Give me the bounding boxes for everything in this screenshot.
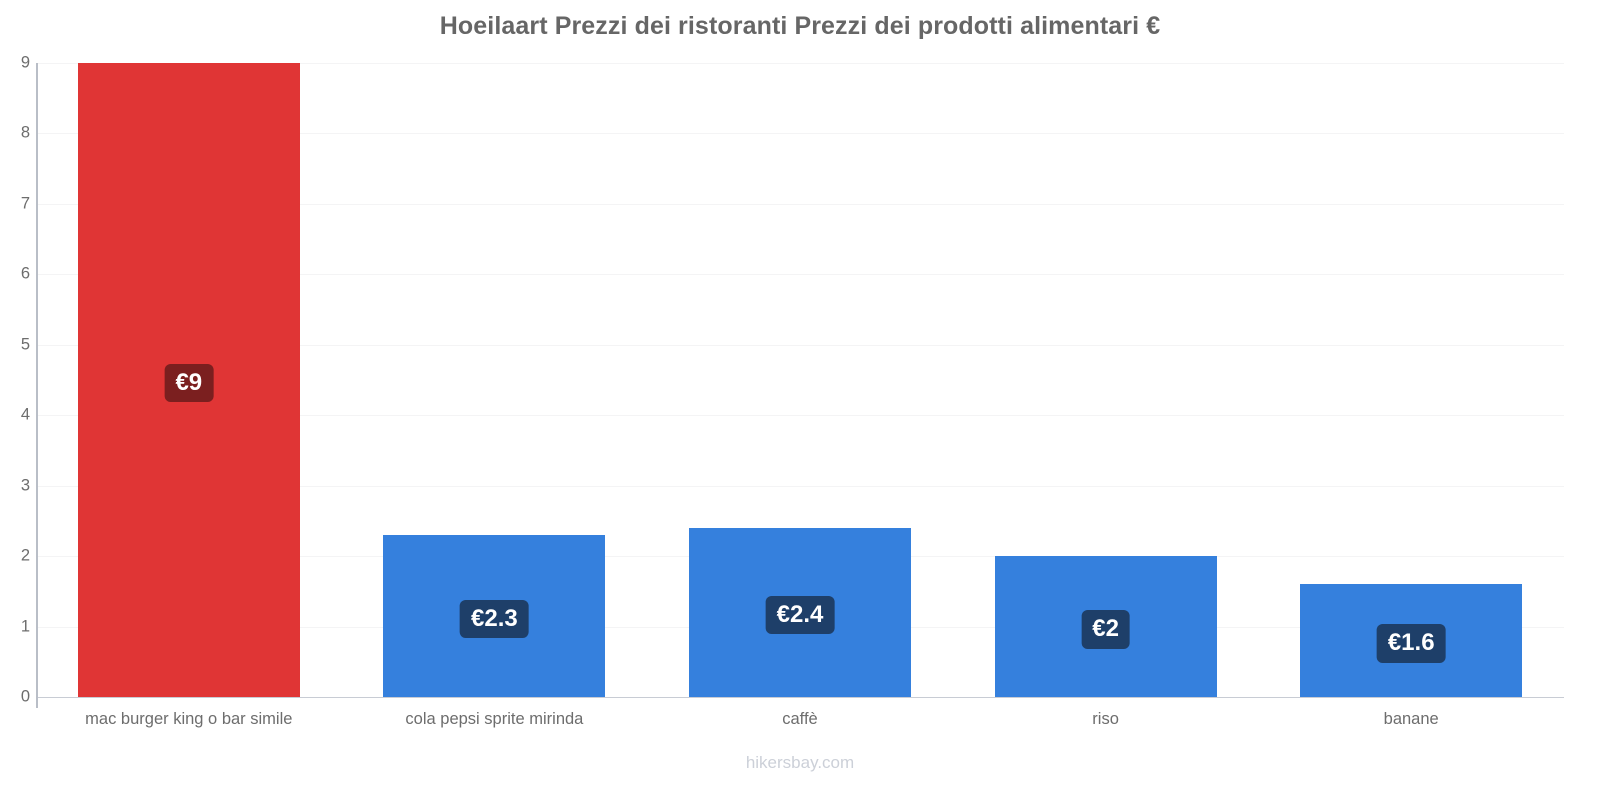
gridline — [36, 415, 1564, 417]
chart-title: Hoeilaart Prezzi dei ristoranti Prezzi d… — [439, 12, 1161, 40]
y-tick-label: 9 — [20, 53, 30, 72]
source-watermark: hikersbay.com — [745, 753, 855, 772]
gridline — [36, 485, 1564, 487]
y-tick-label: 8 — [20, 123, 30, 142]
bar[interactable]: €9 — [77, 63, 300, 697]
y-axis-tick-labels: 0 1 2 3 4 5 6 7 8 9 — [0, 54, 30, 706]
x-tick-label: mac burger king o bar simile — [85, 710, 293, 728]
x-tick-label: riso — [1092, 710, 1119, 728]
x-tick-label: caffè — [782, 710, 818, 728]
gridline — [36, 63, 1564, 64]
bar[interactable]: €2 — [994, 556, 1217, 697]
gridline — [36, 344, 1564, 346]
bar[interactable]: €1.6 — [1300, 584, 1523, 697]
y-tick-label: 2 — [20, 546, 30, 565]
y-axis-line — [36, 63, 38, 708]
gridline — [36, 133, 1564, 135]
x-tick-label: banane — [1383, 710, 1439, 728]
gridline — [36, 203, 1564, 205]
y-tick-label: 3 — [20, 476, 30, 495]
bar-value-label: €1.6 — [1376, 624, 1446, 663]
x-tick-label: cola pepsi sprite mirinda — [405, 710, 584, 728]
gridline — [36, 697, 1564, 698]
y-tick-label: 5 — [20, 335, 30, 354]
bar[interactable]: €2.3 — [383, 534, 606, 697]
y-tick-label: 4 — [20, 405, 30, 424]
y-tick-label: 6 — [20, 264, 30, 283]
gridline — [36, 274, 1564, 276]
bar[interactable]: €2.4 — [689, 527, 911, 697]
x-axis-tick-labels: mac burger king o bar simile cola pepsi s… — [36, 710, 1564, 740]
bar-value-label: €2.3 — [460, 599, 529, 638]
bar-series: €9 €2.3 €2.4 €2 €1.6 — [36, 63, 1564, 697]
y-tick-label: 7 — [20, 194, 30, 213]
y-tick-label: 1 — [20, 617, 30, 636]
y-tick-label: 0 — [20, 687, 30, 706]
bar-value-label: €2.4 — [765, 596, 835, 635]
bar-value-label: €2 — [1081, 610, 1130, 649]
bar-value-label: €9 — [164, 363, 214, 402]
